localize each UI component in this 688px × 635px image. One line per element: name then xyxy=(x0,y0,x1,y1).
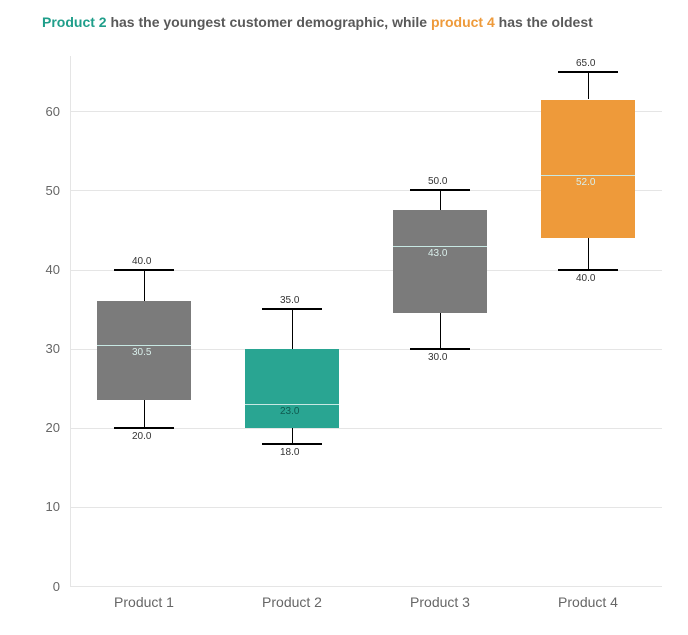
median-line xyxy=(245,404,340,405)
whisker-cap-upper xyxy=(558,71,617,73)
chart-title-segment: product 4 xyxy=(431,14,495,30)
whisker-upper xyxy=(144,270,145,302)
whisker-cap-lower xyxy=(558,269,617,271)
y-tick-label: 50 xyxy=(0,183,60,198)
whisker-upper xyxy=(588,72,589,100)
whisker-lower xyxy=(292,428,293,444)
value-label-max: 35.0 xyxy=(280,295,299,306)
value-label-median: 23.0 xyxy=(280,406,299,417)
whisker-cap-upper xyxy=(410,189,469,191)
x-category-label: Product 2 xyxy=(218,594,366,610)
whisker-cap-upper xyxy=(262,308,321,310)
y-tick-label: 0 xyxy=(0,579,60,594)
whisker-upper xyxy=(440,190,441,210)
whisker-lower xyxy=(440,313,441,349)
chart-title: Product 2 has the youngest customer demo… xyxy=(42,14,593,30)
median-line xyxy=(541,175,636,176)
box xyxy=(541,100,636,238)
value-label-min: 18.0 xyxy=(280,447,299,458)
y-tick-label: 30 xyxy=(0,341,60,356)
x-category-label: Product 4 xyxy=(514,594,662,610)
whisker-cap-lower xyxy=(262,443,321,445)
whisker-upper xyxy=(292,309,293,349)
chart-title-segment: Product 2 xyxy=(42,14,107,30)
y-tick-label: 10 xyxy=(0,499,60,514)
whisker-cap-lower xyxy=(410,348,469,350)
gridline xyxy=(70,507,662,508)
median-line xyxy=(393,246,488,247)
y-tick-label: 40 xyxy=(0,262,60,277)
chart-title-segment: has the oldest xyxy=(495,14,593,30)
y-tick-label: 20 xyxy=(0,420,60,435)
y-tick-label: 60 xyxy=(0,104,60,119)
value-label-min: 20.0 xyxy=(132,431,151,442)
whisker-lower xyxy=(144,400,145,428)
value-label-min: 30.0 xyxy=(428,352,447,363)
median-line xyxy=(97,345,192,346)
value-label-median: 43.0 xyxy=(428,248,447,259)
value-label-max: 65.0 xyxy=(576,58,595,69)
value-label-median: 52.0 xyxy=(576,177,595,188)
x-category-label: Product 3 xyxy=(366,594,514,610)
value-label-median: 30.5 xyxy=(132,347,151,358)
gridline xyxy=(70,586,662,587)
chart-title-segment: has the youngest customer demographic, w… xyxy=(107,14,431,30)
value-label-max: 50.0 xyxy=(428,176,447,187)
box xyxy=(393,210,488,313)
x-category-label: Product 1 xyxy=(70,594,218,610)
whisker-cap-lower xyxy=(114,427,173,429)
value-label-min: 40.0 xyxy=(576,273,595,284)
whisker-lower xyxy=(588,238,589,270)
value-label-max: 40.0 xyxy=(132,256,151,267)
whisker-cap-upper xyxy=(114,269,173,271)
